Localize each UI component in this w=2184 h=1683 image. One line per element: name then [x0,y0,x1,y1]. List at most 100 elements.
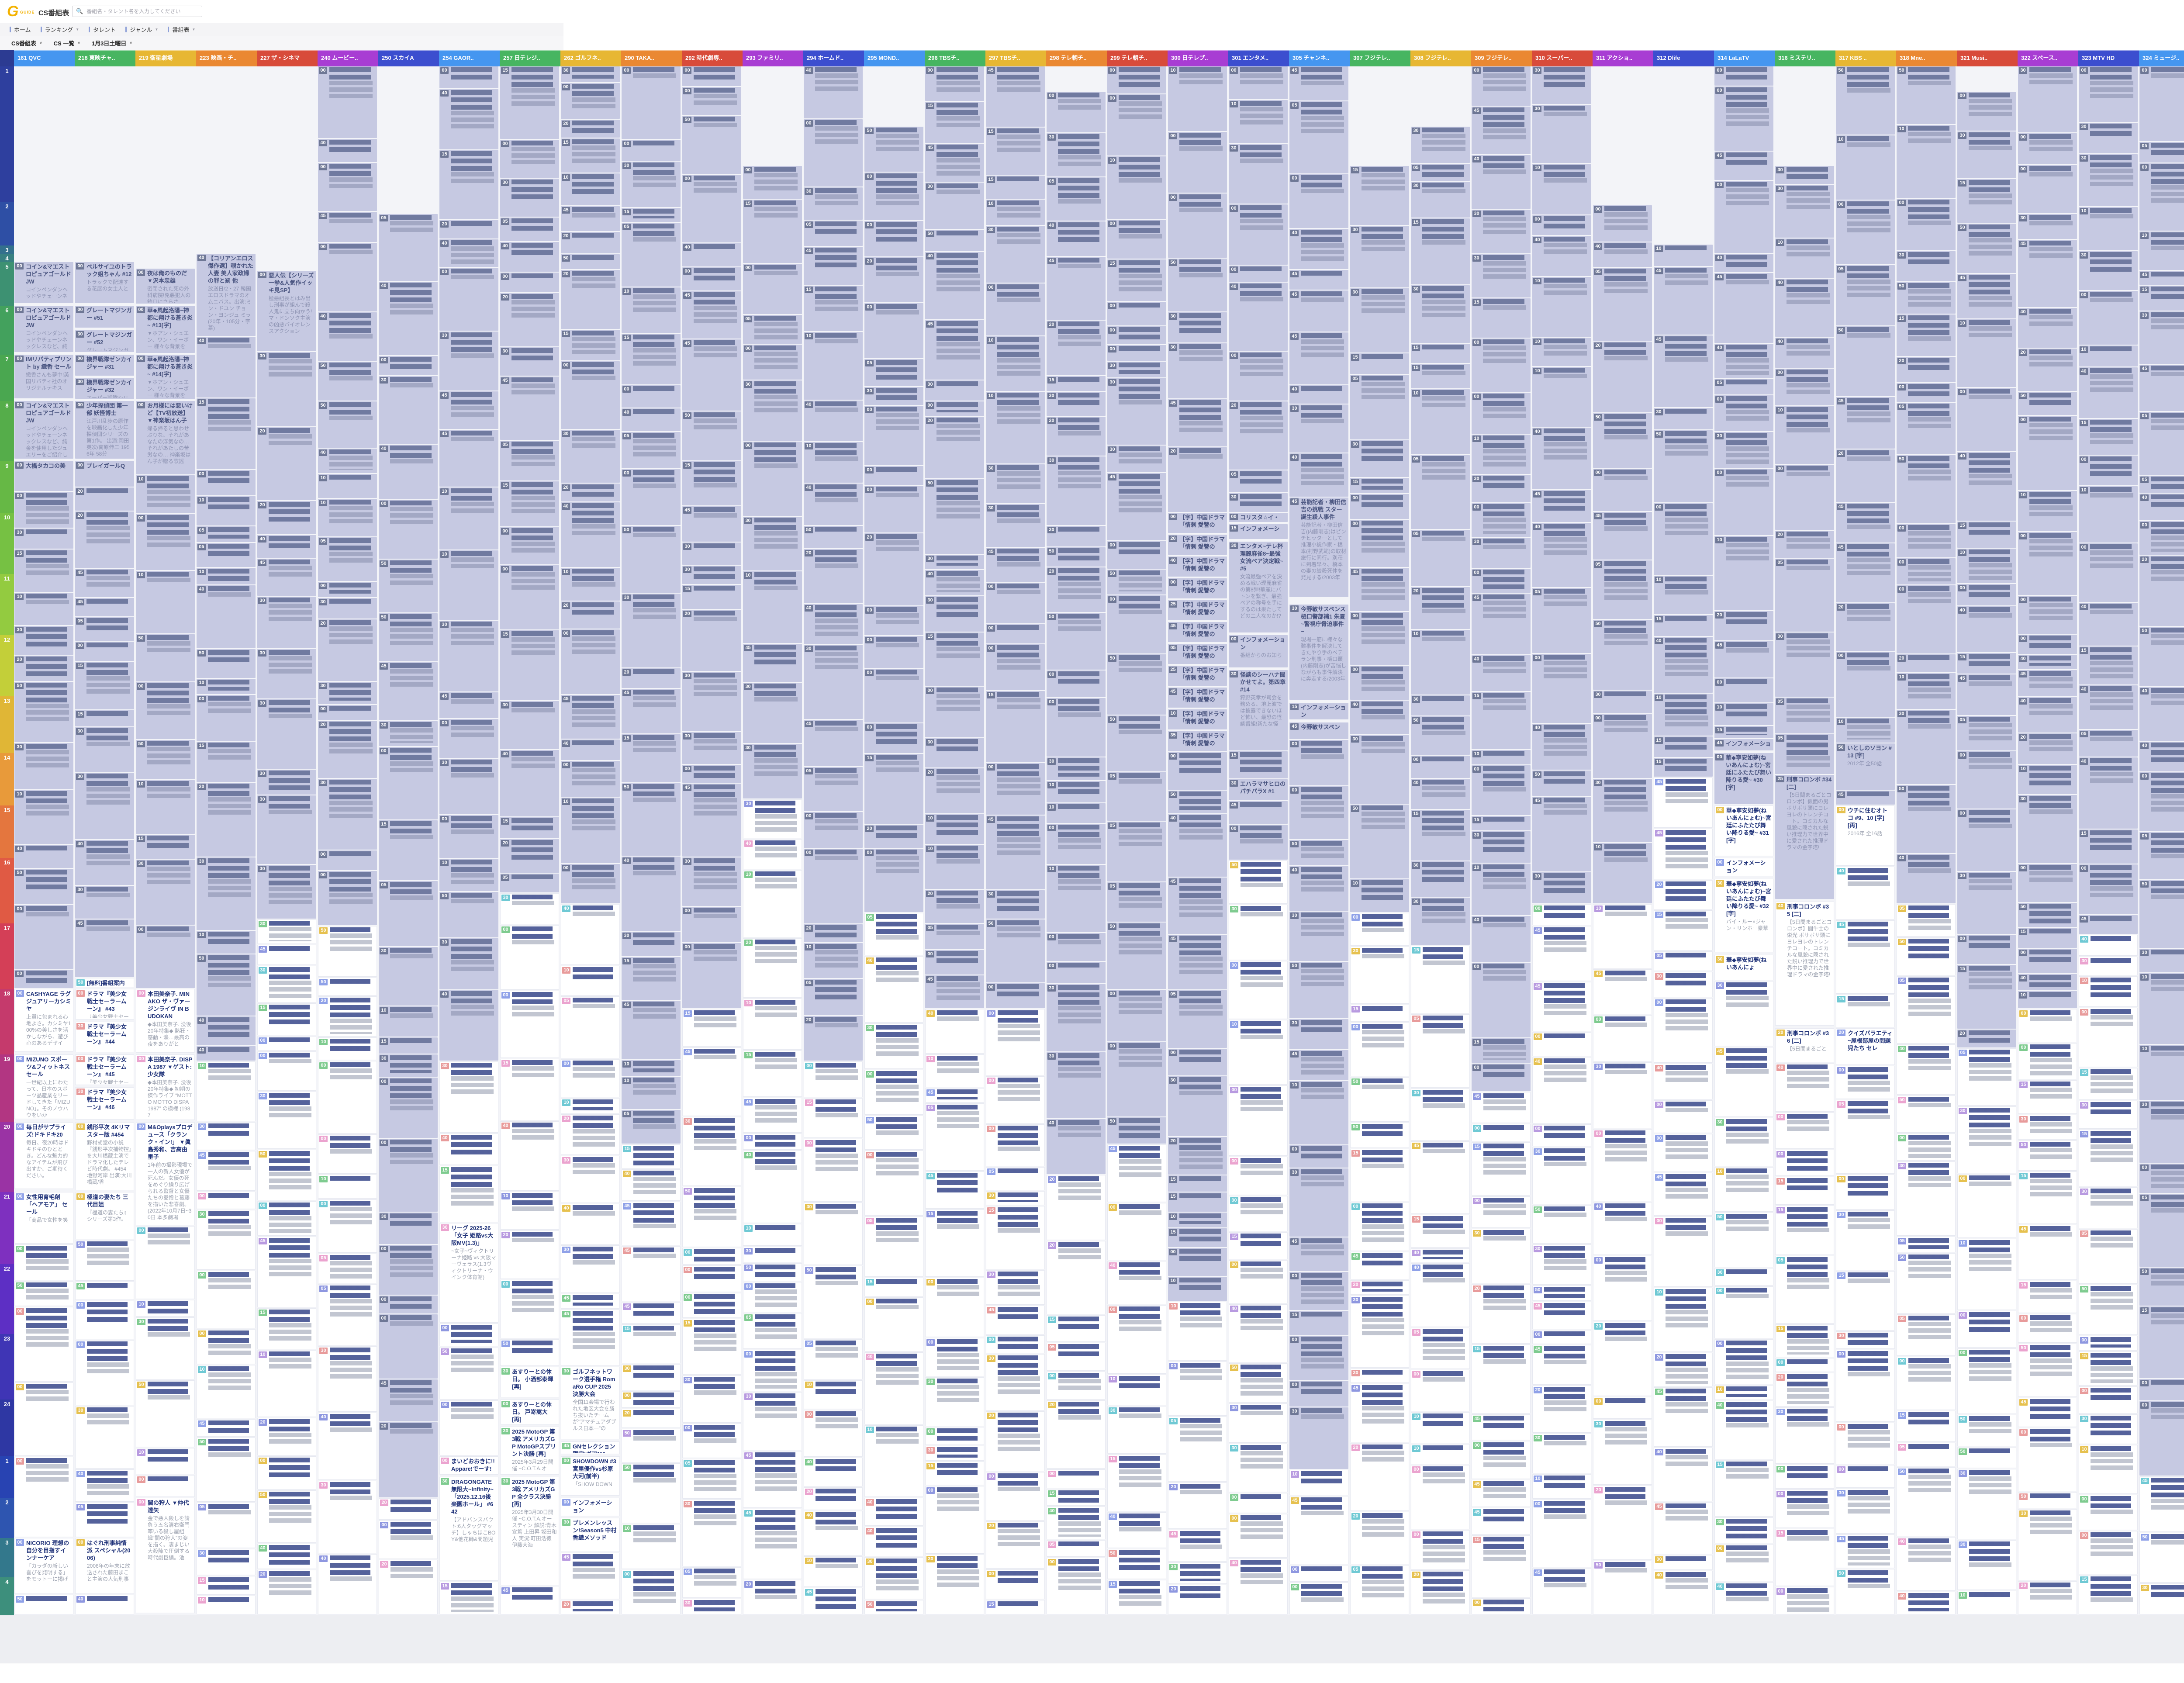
program-card-ghost[interactable]: 50 [500,1339,559,1366]
program-card-ghost[interactable]: 30 [257,919,316,944]
program-card-ghost[interactable]: 05 [1775,1256,1834,1324]
program-card-ghost[interactable]: 10 [925,1054,984,1087]
program-card-ghost[interactable]: 45 [925,1088,984,1102]
program-card-ghost[interactable]: 40 [1350,701,1409,734]
program-card-ghost[interactable]: 10 [1593,843,1652,903]
program-card-ghost[interactable]: 50 [622,1463,681,1523]
program-card-ghost[interactable]: 10 [318,1037,377,1060]
program-card-ghost[interactable]: 40 [1107,1512,1166,1548]
program-card-ghost[interactable]: 50 [1229,861,1288,904]
program-card-ghost[interactable]: 00 [1654,503,1713,575]
channel-header-13[interactable]: 293 ファミリ.. [743,50,803,66]
program-card-ghost[interactable]: 40 [75,1595,134,1614]
program-card-ghost[interactable]: 45 [925,975,984,1008]
program-card-ghost[interactable]: 20 [986,1411,1045,1471]
program-card-ghost[interactable]: 00 [1472,1598,1531,1614]
program-card-ghost[interactable]: 40 [379,282,438,355]
program-card-ghost[interactable]: 30 [1350,1296,1409,1368]
program-card-ghost[interactable]: 45 [1350,1384,1409,1442]
program-card-ghost[interactable]: 10 [379,1006,438,1037]
program-card-ghost[interactable]: 30 [986,226,1045,283]
program-card-ghost[interactable]: 10 [439,487,498,549]
program-card-ghost[interactable]: 15 [622,957,681,1000]
program-card-ghost[interactable]: 00 [1654,1216,1713,1287]
program-card-ghost[interactable]: 00 [986,1569,1045,1599]
program-card-ghost[interactable]: 40 [622,1169,681,1201]
program-card-ghost[interactable]: 00 [1472,1064,1531,1091]
program-card[interactable]: 05【字】中国ドラマ「情刺 愛讐の [1168,644,1227,664]
program-card-ghost[interactable]: 20 [439,220,498,238]
program-card-ghost[interactable]: 20 [75,511,134,568]
program-card-ghost[interactable]: 30 [1229,144,1288,204]
program-card-ghost[interactable]: 00 [1411,1370,1470,1411]
program-card-ghost[interactable]: 40 [75,840,134,885]
program-card-ghost[interactable]: 45 [1654,335,1713,407]
program-card-ghost[interactable]: 15 [1168,1192,1227,1212]
program-card-ghost[interactable]: 30 [75,773,134,839]
program-card-ghost[interactable]: 30 [743,683,802,743]
program-card-ghost[interactable]: 05 [318,537,377,581]
subnav-select-0[interactable]: CS番組表∨ [11,39,42,47]
program-card-ghost[interactable]: 15 [379,1037,438,1054]
program-card-ghost[interactable]: 15 [500,481,559,526]
program-card-ghost[interactable]: 30 [1532,66,1591,104]
program-card-ghost[interactable]: 00 [743,345,802,380]
program-card-ghost[interactable]: 50 [136,1380,195,1447]
program-card-ghost[interactable]: 45 [622,1246,681,1301]
program-card-ghost[interactable]: 20 [14,656,73,681]
program-card-ghost[interactable]: 00 [1168,194,1227,258]
program-card-ghost[interactable]: 10 [622,287,681,333]
program-card-ghost[interactable]: 15 [1047,376,1106,391]
program-card-ghost[interactable]: 00 [1472,393,1531,434]
program-card-ghost[interactable]: 00 [1775,1587,1834,1614]
program-card-ghost[interactable]: 40 [1532,1057,1591,1123]
program-card-ghost[interactable]: 45 [1472,107,1531,154]
channel-header-30[interactable]: 316 ミステリ.. [1775,50,1835,66]
program-card-ghost[interactable]: 45 [1472,1508,1531,1534]
program-card-ghost[interactable]: 45 [439,430,498,487]
program-card-ghost[interactable]: 50 [804,526,863,548]
program-card-ghost[interactable]: 15 [622,1144,681,1168]
program-card-ghost[interactable]: 30 [1593,779,1652,842]
channel-header-10[interactable]: 262 ゴルフネ.. [560,50,621,66]
program-card-ghost[interactable]: 40 [1714,1401,1773,1459]
program-card-ghost[interactable]: 20 [1168,1137,1227,1175]
program-card-ghost[interactable]: 15 [1229,1232,1288,1259]
program-card-ghost[interactable]: 00 [804,1410,863,1457]
program-card-ghost[interactable]: 30 [1472,210,1531,253]
program-card-ghost[interactable]: 45 [561,206,620,231]
program-card-ghost[interactable]: 05 [1593,268,1652,341]
program-card-ghost[interactable]: 05 [75,617,134,641]
program-card-ghost[interactable]: 00 [925,1338,984,1376]
program-card-ghost[interactable]: 20 [1168,447,1227,512]
program-card-ghost[interactable]: 05 [318,1254,377,1283]
program-card-ghost[interactable]: 45 [1047,257,1106,320]
program-card-ghost[interactable]: 00 [379,1078,438,1138]
program-card[interactable]: 00華◆風起洛陽~神都に翔ける蒼き炎~ #14[字]▼ホアン・シュエン、ワン・イ… [136,355,195,399]
nav-item-2[interactable]: タレント [89,25,116,34]
program-card-ghost[interactable]: 45 [1593,512,1652,560]
program-card-ghost[interactable]: 00 [1168,752,1227,790]
program-card-ghost[interactable]: 00 [743,1282,802,1312]
program-card-ghost[interactable]: 50 [925,230,984,251]
program-card-ghost[interactable]: 00 [1836,1066,1895,1099]
channel-header-6[interactable]: 240 ムービー.. [318,50,378,66]
program-card-ghost[interactable]: 00 [682,1293,741,1318]
program-card-ghost[interactable]: 05 [1593,560,1652,619]
program-card-ghost[interactable]: 30 [500,179,559,217]
channel-header-20[interactable]: 300 日テレプ.. [1168,50,1228,66]
program-card-ghost[interactable]: 15 [1107,259,1166,301]
program-card-ghost[interactable]: 50 [1047,613,1106,670]
program-card-ghost[interactable]: 20 [682,610,741,671]
program-card-ghost[interactable]: 50 [622,783,681,856]
program-card-ghost[interactable]: 20 [864,533,923,605]
program-card-ghost[interactable]: 45 [1289,1050,1348,1080]
program-card-ghost[interactable]: 10 [561,798,620,863]
program-card-ghost[interactable]: 00 [379,1314,438,1379]
program-card-ghost[interactable]: 00 [1229,1260,1288,1303]
